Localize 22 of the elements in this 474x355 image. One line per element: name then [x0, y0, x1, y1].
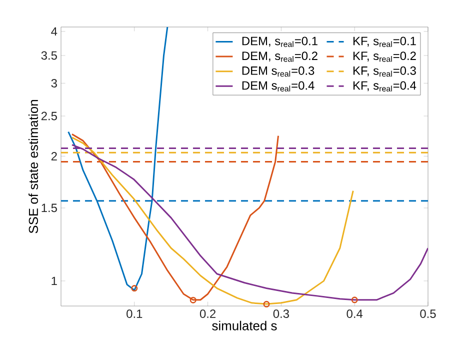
y-axis-title: SSE of state estimation — [28, 100, 38, 234]
legend-label: KF, s$_{real}$=0.4 — [353, 81, 416, 92]
legend-label: KF, s$_{real}$=0.1 — [353, 36, 416, 47]
y-tick-label: 3.5 — [41, 51, 57, 60]
y-tick-label: 1 — [52, 276, 57, 286]
x-tick-label: 0.1 — [126, 310, 142, 318]
legend-label: KF, s$_{real}$=0.2 — [353, 52, 416, 62]
y-tick-label: 4 — [51, 27, 58, 36]
legend-label: DEM s$_{real}$=0.4 — [242, 81, 314, 92]
x-tick-label: 0.4 — [346, 310, 363, 318]
legend-label: KF, s$_{real}$=0.3 — [353, 66, 416, 77]
legend-label: DEM, s$_{real}$=0.1 — [242, 36, 318, 47]
y-tick-label: 2 — [51, 152, 57, 160]
y-tick-label: 3 — [51, 78, 57, 88]
x-tick-label: 0.5 — [420, 310, 436, 318]
x-axis-title: simulated s — [212, 320, 277, 330]
x-tick-label: 0.2 — [200, 310, 216, 318]
x-tick-label: 0.3 — [273, 310, 289, 318]
y-tick-label: 1.5 — [42, 204, 57, 212]
y-tick-label: 2.5 — [41, 112, 57, 120]
legend-label: DEM, s$_{real}$=0.2 — [242, 52, 318, 62]
legend-label: DEM s$_{real}$=0.3 — [242, 66, 314, 77]
